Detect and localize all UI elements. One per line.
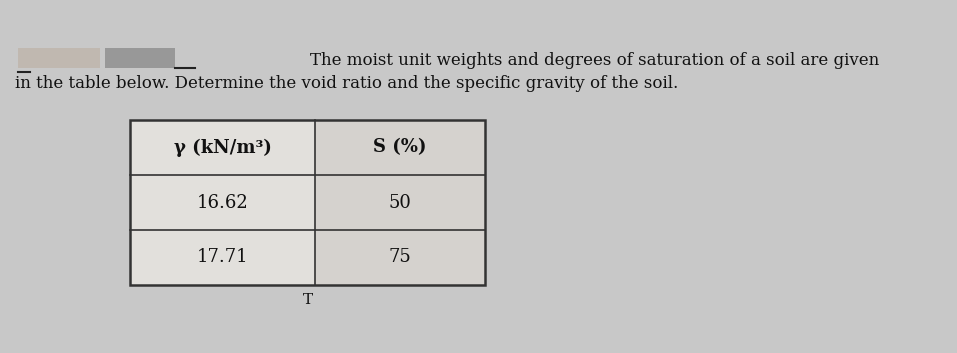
Text: 75: 75 <box>389 249 412 267</box>
Bar <box>105 48 175 68</box>
Text: 50: 50 <box>389 193 412 211</box>
Text: in the table below. Determine the void ratio and the specific gravity of the soi: in the table below. Determine the void r… <box>15 75 679 92</box>
Bar <box>18 48 100 68</box>
Text: 17.71: 17.71 <box>197 249 248 267</box>
Text: The moist unit weights and degrees of saturation of a soil are given: The moist unit weights and degrees of sa… <box>310 52 879 69</box>
Text: T: T <box>302 293 313 307</box>
Text: S (%): S (%) <box>373 138 427 156</box>
Text: γ (kN/m³): γ (kN/m³) <box>173 138 272 157</box>
Bar <box>130 120 485 285</box>
Text: 16.62: 16.62 <box>196 193 249 211</box>
Bar <box>130 120 315 285</box>
Bar <box>315 120 485 285</box>
